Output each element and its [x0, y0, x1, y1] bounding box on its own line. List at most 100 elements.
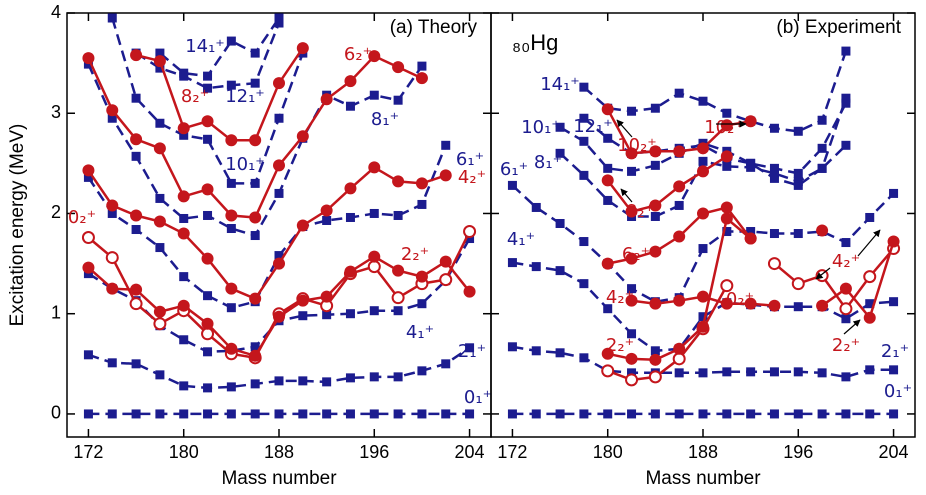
square-marker: [226, 36, 236, 46]
square-marker: [155, 243, 165, 253]
square-marker: [203, 291, 213, 301]
circle-marker: [82, 261, 95, 274]
square-marker: [83, 350, 93, 360]
square-marker: [889, 297, 899, 307]
circle-marker: [625, 205, 638, 218]
square-marker: [250, 379, 260, 389]
circle-marker: [439, 169, 452, 182]
square-marker: [203, 409, 213, 419]
state-label: 12₁⁺: [225, 86, 265, 107]
square-marker: [841, 93, 851, 103]
state-label: 8₁⁺: [534, 152, 562, 173]
circle-marker: [130, 49, 143, 62]
square-marker: [889, 188, 899, 198]
square-marker: [465, 234, 475, 244]
series-group: [507, 46, 901, 419]
square-marker: [769, 163, 779, 173]
square-marker: [650, 346, 660, 356]
open-circle-marker: [463, 225, 477, 239]
square-marker: [107, 113, 117, 123]
circle-marker: [839, 282, 852, 295]
square-marker: [441, 409, 451, 419]
open-circle-marker: [863, 270, 877, 284]
circle-marker: [130, 133, 143, 146]
square-marker: [603, 409, 613, 419]
square-marker: [865, 212, 875, 222]
square-marker: [345, 212, 355, 222]
square-marker: [793, 168, 803, 178]
square-marker: [179, 68, 189, 78]
square-marker: [322, 377, 332, 387]
state-label: 8₂⁺: [626, 201, 654, 222]
state-label: 4₁⁺: [406, 322, 434, 343]
circle-marker: [296, 130, 309, 143]
square-marker: [107, 409, 117, 419]
state-label: 10₁⁺: [225, 154, 265, 175]
circle-marker: [249, 349, 262, 362]
square-marker: [226, 382, 236, 392]
circle-marker: [697, 207, 709, 220]
square-marker: [83, 59, 93, 69]
circle-marker: [697, 290, 709, 303]
square-marker: [746, 227, 756, 237]
square-marker: [698, 244, 708, 254]
square-marker: [369, 90, 379, 100]
circle-marker: [201, 252, 214, 265]
square-marker: [865, 299, 875, 309]
square-marker: [793, 126, 803, 136]
square-marker: [674, 409, 684, 419]
square-marker: [203, 383, 213, 393]
square-marker: [322, 310, 332, 320]
square-marker: [179, 335, 189, 345]
state-label: 8₂⁺: [181, 86, 209, 107]
circle-marker: [601, 257, 614, 270]
arrow: [620, 188, 633, 203]
square-marker: [579, 409, 589, 419]
square-marker: [369, 208, 379, 218]
circle-marker: [344, 265, 357, 278]
square-marker: [107, 208, 117, 218]
square-marker: [579, 279, 589, 289]
circle-marker: [249, 211, 262, 224]
circle-marker: [720, 150, 733, 163]
circle-marker: [720, 297, 733, 310]
y-tick-label: 4: [51, 2, 61, 22]
circle-marker: [744, 297, 757, 310]
square-marker: [250, 231, 260, 241]
circle-marker: [673, 294, 686, 307]
square-marker: [155, 118, 165, 128]
circle-marker: [601, 347, 614, 360]
state-label: 10₁⁺: [521, 117, 561, 138]
square-marker: [226, 80, 236, 90]
circle-marker: [625, 294, 638, 307]
square-marker: [627, 106, 637, 116]
circle-marker: [415, 177, 428, 190]
square-marker: [131, 93, 141, 103]
square-marker: [393, 306, 403, 316]
square-marker: [345, 309, 355, 319]
circle-marker: [320, 93, 333, 106]
circle-marker: [720, 119, 733, 132]
square-marker: [698, 96, 708, 106]
circle-marker: [249, 134, 262, 147]
circle-marker: [225, 209, 238, 222]
circle-marker: [368, 250, 381, 263]
state-label: 0₂⁺: [68, 207, 96, 228]
square-marker: [889, 365, 899, 375]
square-marker: [793, 229, 803, 239]
arrow: [857, 229, 881, 257]
square-marker: [841, 238, 851, 248]
square-marker: [722, 367, 732, 377]
state-label: 6₂⁺: [344, 44, 372, 65]
circle-marker: [463, 285, 476, 298]
open-circle-marker: [129, 297, 143, 311]
square-marker: [298, 409, 308, 419]
arrow: [843, 319, 861, 335]
circle-marker: [201, 183, 214, 196]
square-marker: [274, 188, 284, 198]
square-marker: [769, 168, 779, 178]
circle-marker: [225, 282, 238, 295]
square-marker: [250, 409, 260, 419]
circle-marker: [225, 342, 238, 355]
